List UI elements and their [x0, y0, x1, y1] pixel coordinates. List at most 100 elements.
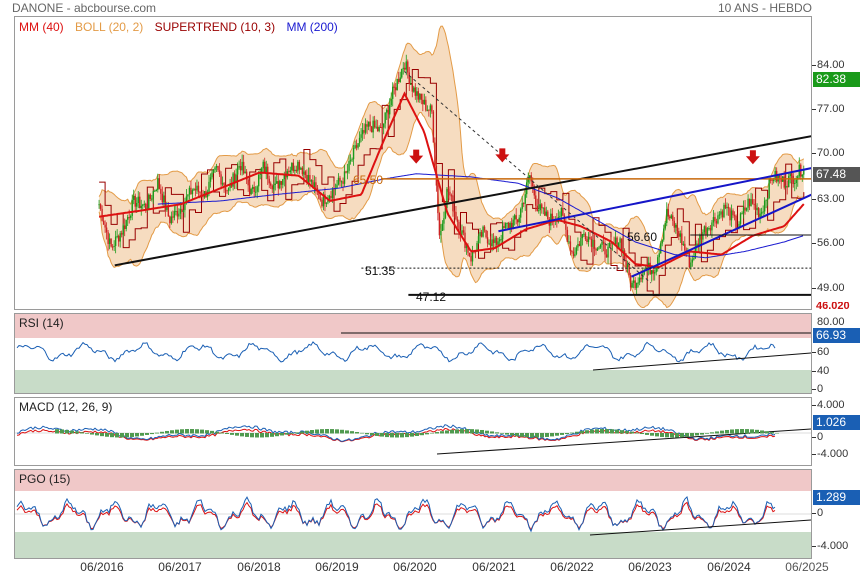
pgo-overbought-zone: [15, 470, 811, 491]
candle-body: [417, 91, 420, 100]
candle-body: [315, 182, 317, 188]
rsi-oversold-zone: [15, 370, 811, 393]
candle-body: [373, 120, 376, 128]
candle-body: [504, 223, 507, 228]
candle-body: [533, 186, 535, 196]
macd-histogram-bar: [240, 433, 244, 437]
candle-body: [723, 204, 725, 218]
candle-body: [414, 87, 416, 96]
candle-body: [628, 264, 630, 276]
candle-body: [324, 194, 326, 204]
candle-body: [444, 207, 447, 219]
macd-histogram-bar: [665, 433, 669, 438]
macd-histogram-bar: [490, 431, 494, 434]
macd-histogram-bar: [180, 429, 184, 434]
candle-body: [173, 211, 176, 218]
candle-body: [524, 194, 526, 204]
candle-body: [667, 209, 669, 217]
macd-histogram-bar: [150, 433, 154, 435]
candle-body: [312, 180, 314, 189]
candle-body: [233, 173, 236, 183]
candle-body: [705, 226, 707, 235]
x-label-2018: 06/2018: [237, 560, 281, 574]
candle-body: [696, 243, 698, 247]
candle-body: [679, 233, 682, 237]
macd-histogram-bar: [110, 433, 114, 438]
macd-histogram-bar: [400, 433, 404, 438]
macd-panel: MACD (12, 26, 9): [14, 397, 812, 466]
macd-histogram-bar: [420, 433, 424, 436]
rsi-plot: [15, 314, 811, 393]
candle-body: [545, 211, 547, 216]
candle-body: [721, 211, 724, 218]
candle-body: [139, 196, 141, 209]
macd-histogram-bar: [270, 433, 274, 437]
macd-histogram-bar: [615, 429, 619, 434]
candle-body: [291, 162, 293, 171]
candle-body: [536, 205, 538, 211]
candle-body: [366, 124, 368, 127]
macd-histogram-bar: [495, 432, 499, 434]
candle-body: [209, 177, 212, 182]
candle-body: [479, 232, 481, 237]
candle-body: [136, 202, 138, 207]
candle-body: [729, 208, 731, 221]
candle-body: [672, 215, 674, 221]
candle-body: [658, 253, 660, 258]
candle-body: [654, 272, 656, 274]
trendlines: [114, 71, 811, 296]
candle-body: [595, 248, 597, 251]
candle-body: [358, 137, 361, 144]
candle-body: [712, 217, 715, 223]
candle-body: [663, 228, 665, 240]
candle-body: [601, 241, 603, 246]
candle-body: [321, 199, 323, 207]
candle-body: [155, 190, 158, 192]
candle-body: [684, 243, 686, 251]
macd-histogram-bar: [475, 429, 479, 434]
candle-body: [273, 184, 275, 190]
candle-body: [346, 170, 349, 173]
bollinger-band: [98, 25, 805, 309]
candle-body: [617, 242, 620, 249]
candle-body: [538, 210, 540, 212]
rsi-label: RSI (14): [19, 316, 64, 330]
low-tag: 46.020: [813, 302, 860, 311]
candle-body: [297, 161, 299, 172]
macd-histogram-bar: [590, 429, 594, 434]
candle-body: [431, 105, 433, 112]
candle-body: [301, 167, 304, 175]
candle-body: [772, 179, 775, 181]
candle-body: [179, 208, 182, 214]
candle-body: [194, 188, 197, 191]
candle-body: [253, 186, 255, 193]
long-uptrend-line: [114, 135, 811, 267]
candle-body: [643, 270, 645, 275]
macd-histogram-bar: [135, 433, 139, 437]
candle-body: [303, 171, 305, 175]
bollinger-lower: [98, 111, 804, 309]
candle-body: [131, 199, 133, 216]
candle-body: [411, 83, 413, 92]
candle-body: [170, 216, 173, 224]
resistance-arrows: [409, 148, 760, 165]
macd-histogram-bar: [425, 433, 429, 435]
candle-body: [661, 239, 663, 244]
candle-body: [605, 254, 608, 258]
candle-body: [527, 177, 529, 183]
macd-histogram-bar: [635, 432, 639, 434]
legend-mm40: MM (40): [19, 20, 64, 34]
candle-body: [544, 207, 546, 216]
macd-histogram-bar: [625, 430, 629, 434]
candle-body: [160, 188, 162, 194]
candles: [98, 54, 805, 295]
candle-body: [572, 251, 575, 257]
candle-body: [599, 245, 602, 248]
macd-histogram-bar: [585, 430, 589, 434]
candle-body: [370, 126, 373, 133]
candle-body: [357, 143, 359, 148]
macd-histogram-bar: [610, 429, 614, 434]
candle-body: [142, 204, 144, 206]
candle-body: [455, 211, 457, 220]
y-tick-70: 70.00: [812, 147, 845, 159]
